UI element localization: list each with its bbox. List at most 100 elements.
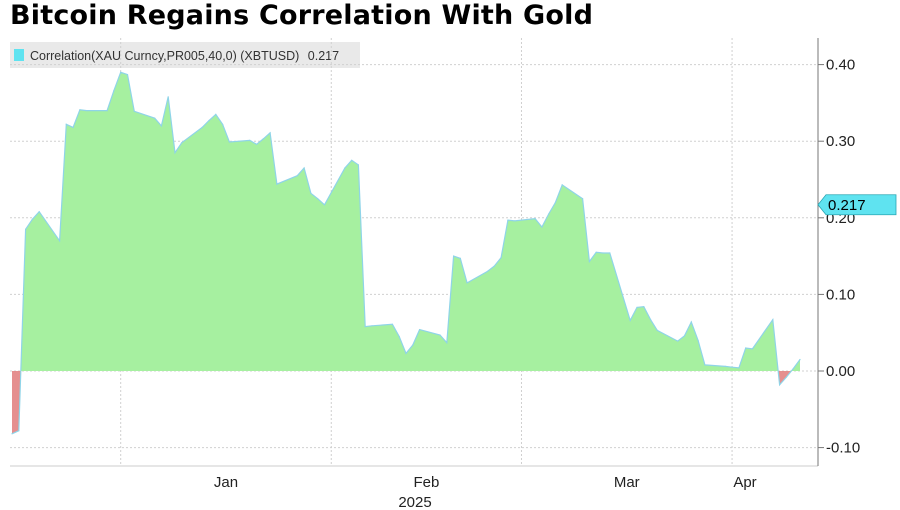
data-point <box>561 184 563 186</box>
data-point <box>785 376 788 378</box>
data-point <box>690 321 692 323</box>
data-point <box>554 201 557 204</box>
data-point <box>133 110 135 112</box>
data-point <box>683 335 686 337</box>
data-point <box>208 119 210 122</box>
data-point <box>534 218 536 220</box>
data-point <box>160 125 162 127</box>
data-point <box>181 142 183 144</box>
legend-last-value: 0.217 <box>308 49 339 63</box>
data-point <box>609 252 611 254</box>
data-point <box>398 335 400 338</box>
data-point <box>303 167 305 169</box>
x-tick-label: Apr <box>733 474 756 491</box>
data-point <box>59 240 61 242</box>
data-point <box>269 132 271 134</box>
data-point <box>419 329 421 331</box>
data-point <box>412 344 414 346</box>
data-point <box>276 183 278 185</box>
data-point <box>310 192 312 194</box>
data-point <box>650 319 652 321</box>
data-point <box>167 96 169 98</box>
data-point <box>738 367 740 369</box>
data-point <box>486 270 489 272</box>
y-tick-label: 0.40 <box>826 57 855 74</box>
y-tick-label: 0.10 <box>826 286 855 303</box>
data-point <box>466 282 468 284</box>
data-point <box>453 255 455 257</box>
x-year-label: 2025 <box>398 494 431 510</box>
data-point <box>731 366 733 368</box>
data-point <box>704 364 706 366</box>
data-point <box>357 164 359 166</box>
last-value-tag: 0.217 <box>817 194 897 216</box>
last-value-tag-box <box>817 194 897 216</box>
chart-title: Bitcoin Regains Correlation With Gold <box>10 0 594 31</box>
data-point <box>745 347 747 349</box>
data-point <box>126 74 129 76</box>
data-point <box>405 352 407 354</box>
data-point <box>262 138 264 140</box>
data-point <box>582 198 584 200</box>
positive-area <box>12 72 800 372</box>
data-point <box>602 252 604 254</box>
data-point <box>317 198 319 200</box>
data-point <box>541 226 543 228</box>
data-point <box>588 260 591 263</box>
data-point <box>507 219 509 221</box>
data-point <box>799 358 801 361</box>
data-point <box>25 228 27 230</box>
y-tick-label: -0.10 <box>826 440 860 457</box>
data-point <box>364 326 366 328</box>
data-point <box>296 175 298 177</box>
legend-label: Correlation(XAU Curncy,PR005,40,0) (XBTU… <box>30 49 299 63</box>
data-point <box>548 213 550 215</box>
data-point <box>344 167 346 169</box>
data-point <box>724 365 726 367</box>
data-point <box>65 123 67 125</box>
data-point <box>113 90 115 92</box>
data-point <box>391 323 393 325</box>
data-point <box>120 71 122 73</box>
data-point <box>18 430 20 432</box>
data-point <box>38 211 40 213</box>
data-point <box>439 334 441 336</box>
data-point <box>656 329 658 331</box>
data-point <box>174 152 176 154</box>
x-axis-ticks: Jan Feb Mar Apr <box>214 474 757 491</box>
last-value-tag-label: 0.217 <box>828 197 866 214</box>
data-point <box>493 265 495 267</box>
svg-text:Correlation(XAU Curncy,PR005,4: Correlation(XAU Curncy,PR005,40,0) (XBTU… <box>30 49 339 63</box>
data-point <box>351 159 353 161</box>
data-point <box>249 139 251 141</box>
x-tick-label: Jan <box>214 474 238 491</box>
data-point <box>792 368 794 370</box>
data-point <box>222 123 224 125</box>
legend-box <box>10 42 360 68</box>
negative-area <box>12 371 800 434</box>
data-point <box>677 340 679 342</box>
data-point <box>79 109 81 111</box>
data-point <box>595 251 597 253</box>
data-point <box>779 384 781 386</box>
data-point <box>500 257 502 259</box>
y-axis-ticks: 0.400.300.200.100.00-0.10 <box>818 57 860 457</box>
data-point <box>11 433 13 435</box>
correlation-area <box>11 71 801 435</box>
data-point <box>772 319 774 321</box>
data-point <box>751 348 754 350</box>
data-point <box>31 218 33 220</box>
data-point <box>643 306 645 308</box>
data-point <box>446 342 448 344</box>
legend-swatch <box>14 49 24 61</box>
data-point <box>106 110 108 112</box>
data-point <box>697 339 699 341</box>
data-point <box>256 143 258 145</box>
data-point <box>514 220 516 222</box>
y-tick-label: 0.00 <box>826 363 855 380</box>
data-point <box>629 319 631 321</box>
y-tick-label: 0.30 <box>826 133 855 150</box>
data-point <box>201 126 203 128</box>
x-tick-label: Feb <box>413 474 439 491</box>
